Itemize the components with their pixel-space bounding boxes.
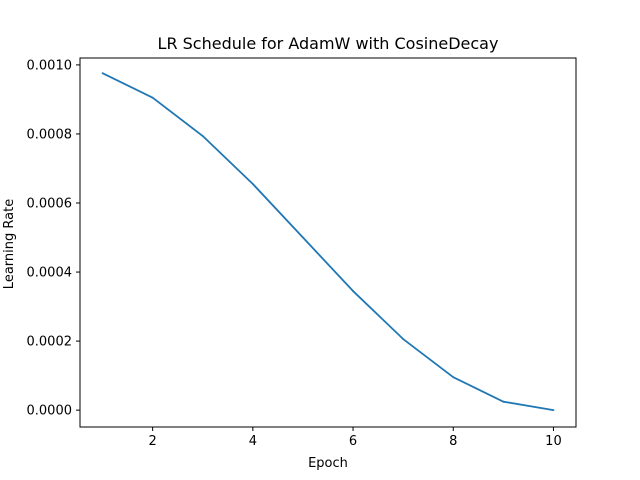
data-point	[101, 72, 104, 75]
data-point	[452, 376, 455, 379]
y-tick-label: 0.0008	[27, 127, 73, 142]
plot-frame	[79, 57, 577, 428]
x-axis-label: Epoch	[308, 456, 348, 471]
y-tick-label: 0.0002	[27, 335, 73, 350]
plot-area	[101, 72, 555, 412]
y-tick-label: 0.0010	[27, 58, 73, 73]
data-point	[151, 96, 154, 99]
data-point	[352, 290, 354, 292]
y-tick-label: 0.0004	[27, 266, 73, 281]
x-tick-label: 4	[249, 434, 257, 449]
x-axis-ticks: 2 4 6 8 10	[149, 427, 562, 449]
data-point	[552, 409, 555, 412]
x-tick-label: 10	[545, 434, 562, 449]
x-tick-label: 2	[149, 434, 157, 449]
chart-title: LR Schedule for AdamW with CosineDecay	[158, 34, 499, 53]
data-point	[402, 338, 405, 340]
data-point	[201, 135, 204, 137]
data-point	[502, 400, 505, 403]
y-axis-ticks: 0.0000 0.0002 0.0004 0.0006 0.0008 0.0010	[27, 58, 80, 419]
data-point	[251, 183, 254, 185]
series-line-0	[102, 72, 554, 412]
y-axis-label: Learning Rate	[2, 199, 17, 289]
x-tick-label: 8	[449, 434, 457, 449]
data-point	[302, 236, 304, 239]
y-tick-label: 0.0006	[27, 197, 73, 212]
x-tick-label: 6	[349, 434, 357, 449]
y-tick-label: 0.0000	[27, 404, 73, 419]
